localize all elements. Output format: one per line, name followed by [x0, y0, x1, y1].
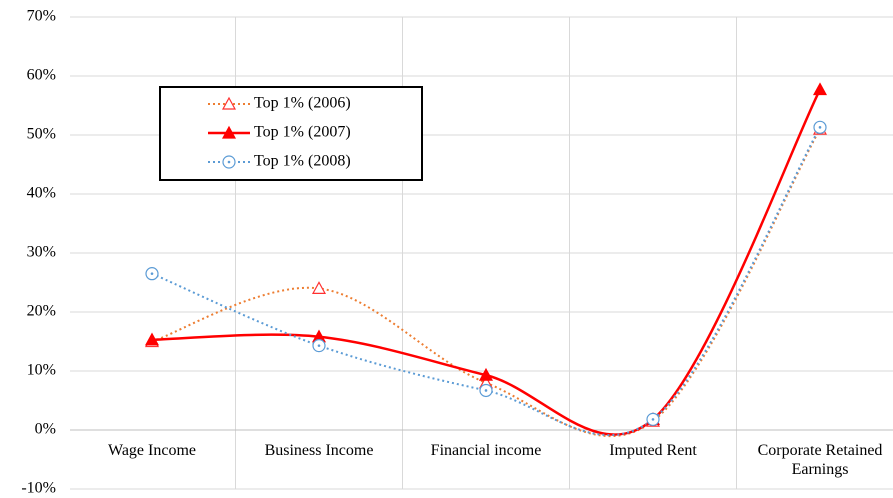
marker [311, 281, 327, 294]
x-tick-label: Business Income [264, 442, 374, 459]
marker-dot [651, 418, 655, 421]
x-tick-label: Financial income [430, 442, 542, 459]
x-tick-label: Wage Income [108, 442, 196, 459]
marker [813, 120, 827, 134]
series-line [151, 128, 821, 438]
series-line [151, 126, 821, 437]
marker [646, 412, 660, 426]
marker [221, 96, 237, 110]
legend-box [159, 86, 423, 181]
marker [222, 155, 236, 169]
marker-dot [818, 126, 822, 129]
y-tick-label: -10% [21, 480, 56, 497]
marker [144, 332, 160, 346]
y-tick-label: 70% [27, 8, 56, 25]
marker-dot [484, 389, 488, 392]
y-tick-label: 0% [35, 421, 56, 438]
marker [478, 367, 494, 381]
marker [221, 125, 237, 139]
marker-dot [227, 160, 231, 164]
marker-dot [150, 272, 154, 275]
legend-label: Top 1% (2006) [254, 95, 351, 112]
marker [312, 339, 326, 353]
marker [145, 267, 159, 281]
y-tick-label: 60% [27, 67, 56, 84]
y-tick-label: 50% [27, 126, 56, 143]
y-tick-label: 40% [27, 185, 56, 202]
legend-label: Top 1% (2008) [254, 153, 351, 170]
marker-dot [317, 344, 321, 347]
y-tick-label: 30% [27, 244, 56, 261]
legend-label: Top 1% (2007) [254, 124, 351, 141]
marker [812, 82, 828, 96]
y-tick-label: 10% [27, 362, 56, 379]
y-tick-label: 20% [27, 303, 56, 320]
marker [479, 383, 493, 398]
x-tick-label: Imputed Rent [609, 442, 697, 459]
x-tick-label: Corporate Retained Earnings [757, 442, 883, 478]
